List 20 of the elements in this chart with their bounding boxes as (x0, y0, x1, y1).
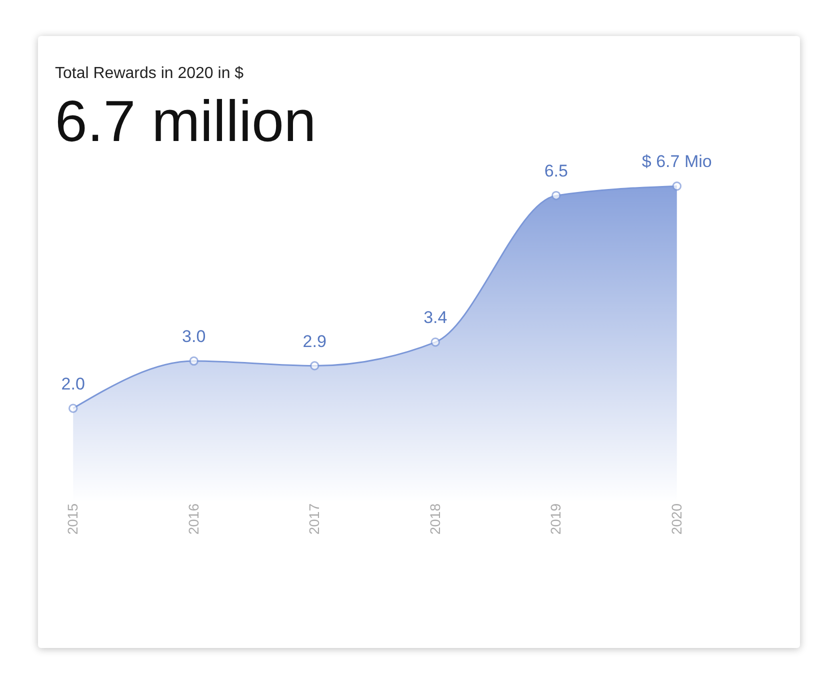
x-tick-label: 2017 (306, 503, 322, 535)
data-label: 2.0 (61, 374, 85, 394)
data-label: 6.5 (544, 162, 568, 181)
data-label: 3.0 (182, 327, 206, 346)
x-tick-label: 2016 (185, 503, 202, 535)
point (68, 404, 78, 413)
x-tick-label: 2020 (668, 503, 684, 535)
data-label: 3.4 (424, 308, 448, 328)
x-tick-label: 2015 (64, 503, 81, 535)
point (672, 181, 682, 191)
data-label: $ 6.7 Mio (642, 152, 712, 172)
x-tick-label: 2018 (426, 503, 443, 535)
data-label: 2.9 (302, 332, 326, 351)
point (552, 190, 561, 200)
point (430, 338, 440, 347)
chart-subtitle: 6.7 million (55, 89, 316, 154)
point (310, 361, 320, 370)
chart-title: Total Rewards in 2020 in $ (55, 65, 244, 82)
point (189, 356, 198, 366)
x-tick-label: 2019 (548, 503, 564, 535)
